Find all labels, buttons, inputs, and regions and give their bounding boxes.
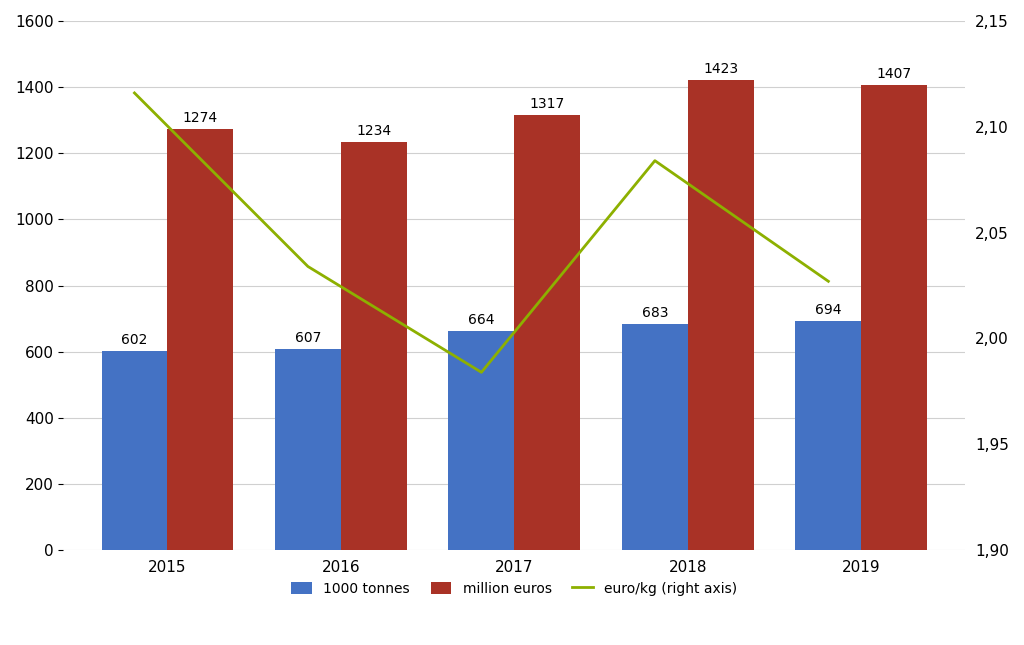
Bar: [796, 321, 861, 550]
Bar: [514, 115, 581, 550]
Text: 1423: 1423: [703, 61, 738, 75]
Text: 1234: 1234: [356, 124, 391, 138]
Text: 602: 602: [121, 333, 147, 347]
Bar: [168, 129, 233, 550]
Text: 1407: 1407: [877, 67, 911, 81]
Bar: [622, 324, 688, 550]
Text: 694: 694: [815, 303, 842, 317]
Bar: [341, 142, 407, 550]
Bar: [449, 330, 514, 550]
Bar: [275, 350, 341, 550]
Legend: 1000 tonnes, million euros, euro/kg (right axis): 1000 tonnes, million euros, euro/kg (rig…: [286, 576, 743, 601]
Text: 607: 607: [295, 332, 322, 345]
Bar: [688, 79, 754, 550]
Text: 1274: 1274: [183, 111, 218, 125]
Text: 664: 664: [468, 313, 495, 326]
Bar: [101, 351, 168, 550]
Text: 683: 683: [642, 306, 668, 321]
Bar: [861, 85, 928, 550]
Text: 1317: 1317: [529, 97, 565, 110]
